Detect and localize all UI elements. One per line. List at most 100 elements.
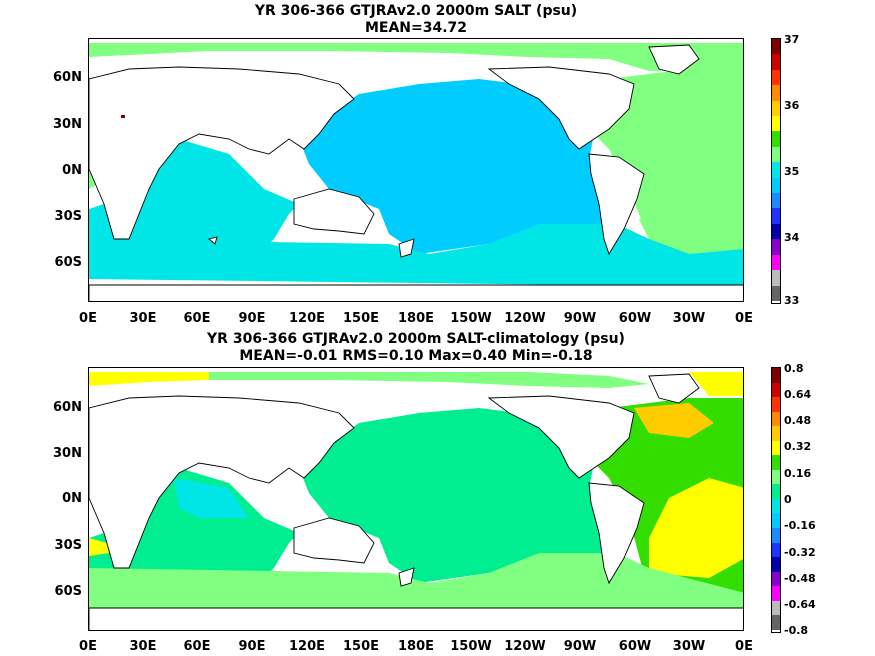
colorbar-segment <box>772 455 780 470</box>
lon-label: 150W <box>450 639 492 654</box>
map-subtitle-mean: MEAN=34.72 <box>364 20 468 36</box>
salinity-anomaly-map <box>88 367 744 631</box>
colorbar-label: -0.64 <box>784 598 816 611</box>
lon-label: 90E <box>238 311 266 326</box>
colorbar-label: 0.48 <box>784 414 812 427</box>
salinity-map <box>88 38 744 302</box>
colorbar-segment <box>772 254 780 271</box>
lat-label: 30N <box>53 446 82 461</box>
lat-label: 60N <box>53 70 82 85</box>
colorbar-segment <box>772 85 780 101</box>
colorbar-segment <box>772 116 780 132</box>
colorbar-segment <box>772 193 780 209</box>
lon-label: 0E <box>735 311 753 326</box>
colorbar-segment <box>772 557 780 572</box>
colorbar-segment <box>772 54 780 70</box>
colorbar-segment <box>772 528 780 543</box>
colorbar-segment <box>772 513 780 529</box>
lon-label: 30W <box>672 639 706 654</box>
colorbar-segment <box>772 411 780 427</box>
lon-label: 150E <box>342 639 380 654</box>
colorbar <box>771 367 781 633</box>
continents <box>89 44 743 301</box>
lat-label: 30N <box>53 117 82 132</box>
colorbar-label: 35 <box>784 165 800 178</box>
colorbar-segment <box>772 368 780 383</box>
lat-label: 60S <box>54 584 82 599</box>
map-title: YR 306-366 GTJRAv2.0 2000m SALT (psu) <box>254 3 578 19</box>
lat-label: 0N <box>62 163 82 178</box>
lon-label: 60E <box>183 311 211 326</box>
colorbar-segment <box>772 146 780 163</box>
colorbar-segment <box>772 615 780 630</box>
lon-label: 0E <box>79 639 97 654</box>
lon-label: 0E <box>79 311 97 326</box>
colorbar-segment <box>772 239 780 255</box>
ocean-fields <box>89 43 743 287</box>
lon-label: 60E <box>183 639 211 654</box>
lon-label: 120E <box>288 311 326 326</box>
lat-label: 30S <box>54 538 82 553</box>
colorbar-segment <box>772 223 780 240</box>
mediterranean-spot <box>121 115 125 118</box>
colorbar-label: 0.8 <box>784 362 804 375</box>
colorbar <box>771 38 781 304</box>
lon-label: 30E <box>129 311 157 326</box>
colorbar-segment <box>772 39 780 55</box>
colorbar-segment <box>772 440 780 456</box>
ocean-fields <box>89 372 743 608</box>
lat-label: 60S <box>54 255 82 270</box>
colorbar-label: 33 <box>784 294 800 307</box>
lat-label: 30S <box>54 209 82 224</box>
lon-label: 150E <box>342 311 380 326</box>
lon-label: 90W <box>563 311 597 326</box>
lon-label: 60W <box>618 639 652 654</box>
colorbar-segment <box>772 382 780 398</box>
colorbar-label: 0.32 <box>784 440 812 453</box>
map-subtitle-stats: MEAN=-0.01 RMS=0.10 Max=0.40 Min=-0.18 <box>239 348 593 364</box>
colorbar-label: -0.48 <box>784 572 816 585</box>
colorbar-label: -0.8 <box>784 624 809 637</box>
colorbar-segment <box>772 397 780 412</box>
colorbar-label: 36 <box>784 99 800 112</box>
lat-label: 60N <box>53 400 82 415</box>
colorbar-label: 0 <box>784 493 792 506</box>
lon-label: 30E <box>129 639 157 654</box>
colorbar-segment <box>772 600 780 616</box>
colorbar-segment <box>772 162 780 178</box>
colorbar-segment <box>772 586 780 601</box>
colorbar-segment <box>772 542 780 558</box>
colorbar-segment <box>772 131 780 147</box>
colorbar-label: 34 <box>784 231 800 244</box>
lon-label: 90W <box>563 639 597 654</box>
colorbar-segment <box>772 571 780 587</box>
colorbar-segment <box>772 426 780 441</box>
colorbar-label: 0.16 <box>784 467 812 480</box>
colorbar-segment <box>772 208 780 224</box>
colorbar-segment <box>772 484 780 499</box>
colorbar-segment <box>772 498 780 514</box>
lon-label: 150W <box>450 311 492 326</box>
lon-label: 180E <box>397 639 435 654</box>
map-title: YR 306-366 GTJRAv2.0 2000m SALT-climatol… <box>207 331 625 347</box>
colorbar-label: 37 <box>784 33 800 46</box>
continents <box>89 373 743 630</box>
colorbar-label: -0.32 <box>784 546 816 559</box>
colorbar-segment <box>772 177 780 194</box>
colorbar-segment <box>772 469 780 485</box>
colorbar-label: 0.64 <box>784 388 812 401</box>
lon-label: 0E <box>735 639 753 654</box>
lon-label: 30W <box>672 311 706 326</box>
lon-label: 120W <box>504 639 546 654</box>
colorbar-label: -0.16 <box>784 519 816 532</box>
lon-label: 120W <box>504 311 546 326</box>
lon-label: 120E <box>288 639 326 654</box>
lat-label: 0N <box>62 491 82 506</box>
colorbar-segment <box>772 285 780 301</box>
colorbar-segment <box>772 270 780 286</box>
colorbar-segment <box>772 100 780 117</box>
lon-label: 60W <box>618 311 652 326</box>
lon-label: 180E <box>397 311 435 326</box>
colorbar-segment <box>772 69 780 86</box>
lon-label: 90E <box>238 639 266 654</box>
